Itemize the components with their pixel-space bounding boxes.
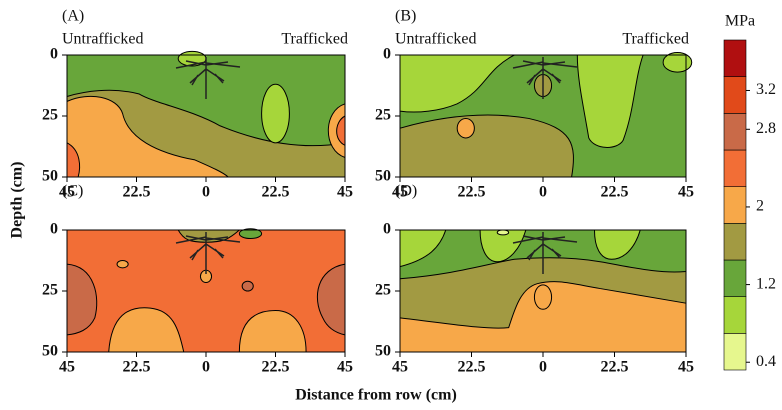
contour-region <box>594 230 640 259</box>
y-tick-label: 50 <box>42 168 58 185</box>
x-tick-label: 22.5 <box>123 184 151 201</box>
colorbar-swatch <box>723 296 747 334</box>
contour-region <box>262 84 290 143</box>
panel-label: (A) <box>62 8 84 25</box>
panel-label: (D) <box>395 183 417 200</box>
contour-region <box>242 281 253 291</box>
zone-label: Untrafficked <box>395 31 476 48</box>
colorbar-tick-label: 0.4 <box>756 353 776 370</box>
contour-region <box>497 230 508 235</box>
y-tick-label: 0 <box>383 46 391 63</box>
colorbar-swatch <box>723 149 747 187</box>
contour-region <box>480 230 526 262</box>
colorbar-swatch <box>723 333 747 371</box>
root-drawing <box>175 57 241 99</box>
colorbar-swatch <box>723 76 747 114</box>
x-tick-label: 22.5 <box>458 184 486 201</box>
contour-region <box>67 96 228 177</box>
contour-region <box>200 270 211 282</box>
contour-region <box>534 285 551 309</box>
panel-label: (C) <box>62 183 83 200</box>
x-tick-label: 0 <box>202 359 210 376</box>
contour-region <box>317 264 345 335</box>
colorbar-tick-label: 2 <box>756 198 764 215</box>
y-tick-label: 0 <box>50 221 58 238</box>
x-tick-label: 22.5 <box>262 184 290 201</box>
x-tick-label: 45 <box>337 184 353 201</box>
y-tick-label: 25 <box>42 282 58 299</box>
x-tick-label: 45 <box>337 359 353 376</box>
x-tick-label: 45 <box>392 184 408 201</box>
colorbar-swatch <box>723 223 747 261</box>
panel-label: (B) <box>395 8 416 25</box>
x-tick-label: 0 <box>202 184 210 201</box>
y-tick-label: 25 <box>42 107 58 124</box>
root-drawing <box>512 57 578 99</box>
y-tick-label: 50 <box>375 168 391 185</box>
x-tick-label: 22.5 <box>601 359 629 376</box>
colorbar-tick-label: 1.2 <box>756 275 776 292</box>
zone-label: Trafficked <box>281 31 348 48</box>
contour-plot <box>400 53 692 177</box>
contour-region <box>67 264 97 335</box>
x-tick-label: 22.5 <box>262 359 290 376</box>
colorbar-tick-label: 2.8 <box>756 120 776 137</box>
contour-plot <box>67 51 345 177</box>
x-tick-label: 45 <box>678 359 694 376</box>
contour-plot <box>67 229 345 352</box>
contour-region <box>109 308 184 352</box>
x-tick-label: 45 <box>59 184 75 201</box>
x-tick-label: 22.5 <box>123 359 151 376</box>
y-tick-label: 25 <box>375 107 391 124</box>
contour-region <box>400 55 514 112</box>
zone-label: Untrafficked <box>62 31 143 48</box>
colorbar-swatch <box>723 113 747 151</box>
root-drawing <box>175 232 241 274</box>
x-axis-label: Distance from row (cm) <box>295 387 457 404</box>
x-tick-label: 0 <box>539 359 547 376</box>
colorbar-unit: MPa <box>725 13 755 30</box>
colorbar-swatch <box>723 259 747 297</box>
colorbar-swatch <box>723 39 747 77</box>
contour-plot <box>400 230 686 352</box>
contour-region <box>457 118 474 138</box>
y-tick-label: 0 <box>383 221 391 238</box>
x-tick-label: 45 <box>59 359 75 376</box>
y-tick-label: 50 <box>42 343 58 360</box>
x-tick-label: 22.5 <box>458 359 486 376</box>
contour-region <box>239 311 306 352</box>
y-tick-label: 25 <box>375 282 391 299</box>
contour-region <box>117 261 128 268</box>
zone-label: Trafficked <box>622 31 689 48</box>
contour-region <box>663 53 692 73</box>
contour-region <box>577 55 643 147</box>
y-axis-label: Depth (cm) <box>9 162 26 239</box>
y-tick-label: 0 <box>50 46 58 63</box>
contour-region <box>400 115 573 177</box>
x-tick-label: 22.5 <box>601 184 629 201</box>
x-tick-label: 0 <box>539 184 547 201</box>
colorbar-swatch <box>723 186 747 224</box>
x-tick-label: 45 <box>678 184 694 201</box>
x-tick-label: 45 <box>392 359 408 376</box>
root-drawing <box>512 232 578 274</box>
contour-region <box>400 230 446 267</box>
y-tick-label: 50 <box>375 343 391 360</box>
colorbar-tick-label: 3.2 <box>756 81 776 98</box>
